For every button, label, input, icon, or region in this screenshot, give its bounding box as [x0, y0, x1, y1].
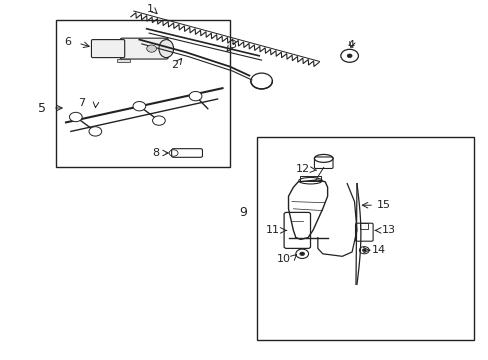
Text: 11: 11 — [265, 225, 280, 235]
Text: 13: 13 — [381, 225, 395, 235]
Circle shape — [133, 102, 145, 111]
Text: 4: 4 — [347, 40, 354, 50]
Text: 3: 3 — [228, 40, 235, 50]
Bar — [360, 223, 367, 229]
Circle shape — [346, 54, 351, 58]
Bar — [117, 59, 129, 62]
Circle shape — [146, 45, 156, 52]
Text: 15: 15 — [376, 200, 390, 210]
Text: 5: 5 — [39, 102, 46, 114]
FancyBboxPatch shape — [91, 40, 124, 58]
Circle shape — [189, 91, 202, 101]
Circle shape — [362, 249, 366, 252]
Circle shape — [299, 252, 304, 256]
FancyBboxPatch shape — [120, 38, 168, 59]
Circle shape — [152, 116, 165, 125]
Bar — [56, 20, 229, 167]
Text: 12: 12 — [295, 164, 309, 174]
Text: 1: 1 — [147, 4, 154, 14]
Circle shape — [89, 127, 102, 136]
Circle shape — [69, 112, 82, 122]
Text: 8: 8 — [151, 148, 159, 158]
Ellipse shape — [159, 40, 173, 58]
Bar — [256, 137, 473, 340]
Text: 9: 9 — [239, 206, 246, 219]
Text: 6: 6 — [64, 37, 71, 47]
Text: 7: 7 — [78, 98, 85, 108]
Text: 2: 2 — [171, 60, 178, 70]
Text: 10: 10 — [276, 254, 290, 264]
Text: 14: 14 — [371, 245, 385, 255]
